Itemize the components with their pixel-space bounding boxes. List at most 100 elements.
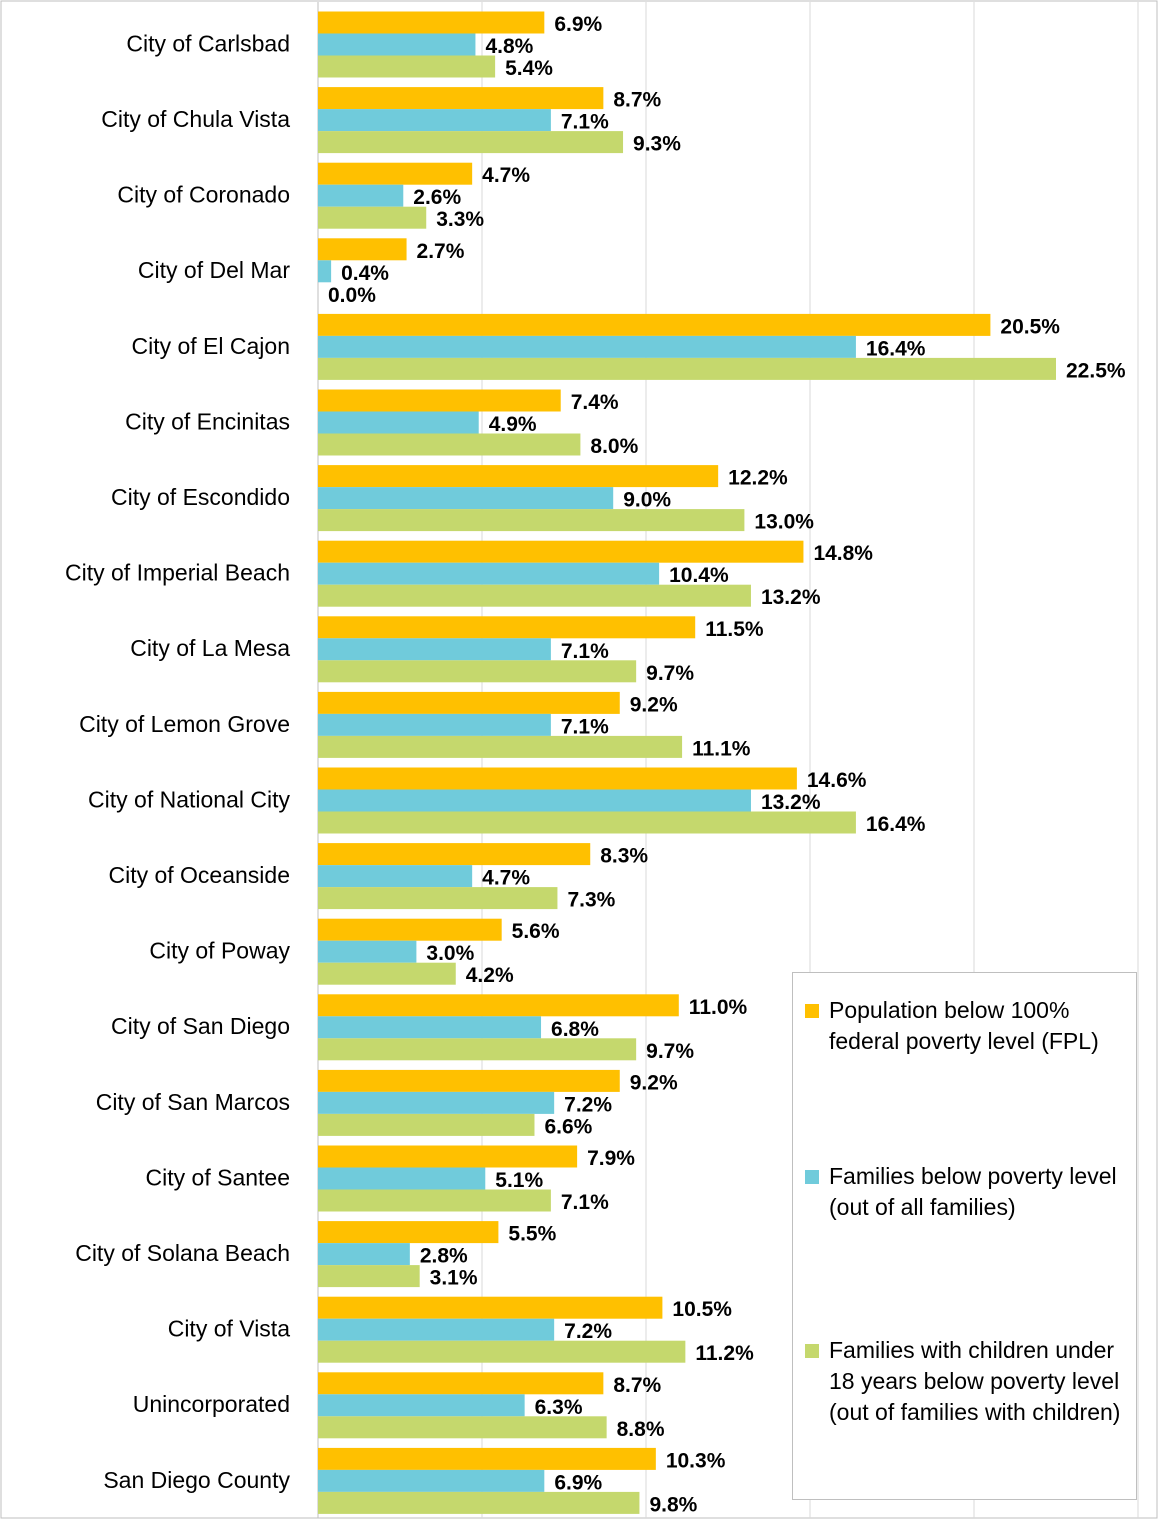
value-label: 7.3% — [567, 889, 615, 912]
bar — [318, 1372, 604, 1395]
legend: Population below 100% federal poverty le… — [792, 972, 1137, 1500]
bar — [318, 1016, 542, 1039]
bar — [318, 357, 1056, 380]
value-label: 13.0% — [754, 511, 814, 534]
value-label: 8.0% — [590, 435, 638, 458]
value-label: 2.8% — [420, 1245, 468, 1268]
bar — [318, 1318, 555, 1341]
bar — [318, 87, 604, 110]
value-label: 7.2% — [564, 1093, 612, 1116]
legend-item: Population below 100% federal poverty le… — [805, 995, 1130, 1057]
value-label: 5.5% — [508, 1223, 556, 1246]
bar — [318, 691, 620, 714]
value-label: 7.4% — [571, 391, 619, 414]
bar — [318, 131, 624, 154]
value-label: 2.6% — [413, 186, 461, 209]
category-label: Unincorporated — [133, 1391, 290, 1417]
value-label: 7.1% — [561, 715, 609, 738]
category-label: City of National City — [88, 786, 290, 812]
value-label: 8.8% — [617, 1418, 665, 1441]
bar — [318, 1189, 551, 1212]
category-label: City of Carlsbad — [126, 30, 290, 56]
value-label: 11.1% — [692, 737, 751, 760]
bar — [318, 433, 581, 456]
legend-swatch — [805, 1004, 819, 1018]
bar — [318, 843, 591, 866]
legend-label: Families with children under 18 years be… — [829, 1337, 1121, 1425]
bar — [318, 260, 332, 283]
value-label: 4.7% — [482, 867, 530, 890]
value-label: 5.1% — [495, 1169, 543, 1192]
value-label: 6.9% — [554, 1471, 602, 1494]
category-label: City of Escondido — [111, 484, 290, 510]
value-label: 3.1% — [430, 1267, 478, 1290]
category-label: City of La Mesa — [130, 635, 290, 661]
category-label: City of San Diego — [111, 1013, 290, 1039]
value-label: 11.0% — [689, 996, 748, 1019]
value-label: 7.9% — [587, 1147, 635, 1170]
bar — [318, 33, 476, 56]
value-label: 5.4% — [505, 57, 553, 80]
bar — [318, 1091, 555, 1114]
value-label: 7.2% — [564, 1320, 612, 1343]
bar — [318, 1394, 525, 1417]
bar — [318, 1491, 640, 1514]
bar — [318, 616, 696, 639]
bar — [318, 584, 751, 607]
value-label: 7.1% — [561, 640, 609, 663]
value-label: 0.0% — [328, 284, 376, 307]
value-label: 8.7% — [613, 1374, 661, 1397]
bar — [318, 1145, 578, 1168]
legend-swatch — [805, 1170, 819, 1184]
bar — [318, 11, 545, 34]
bar — [318, 109, 551, 132]
category-label: City of Solana Beach — [75, 1240, 290, 1266]
bar — [318, 789, 751, 812]
value-label: 2.7% — [417, 240, 465, 263]
bar — [318, 962, 456, 985]
bar — [318, 1469, 545, 1492]
bar — [318, 487, 614, 510]
value-label: 9.7% — [646, 662, 694, 685]
bar — [318, 1221, 499, 1244]
value-label: 9.2% — [630, 693, 678, 716]
value-label: 10.4% — [669, 564, 729, 587]
value-label: 8.3% — [600, 845, 648, 868]
bar — [318, 1296, 663, 1319]
value-label: 14.6% — [807, 769, 867, 792]
bar — [318, 865, 473, 888]
bar — [318, 735, 683, 758]
bar — [318, 1447, 656, 1470]
value-label: 7.1% — [561, 111, 609, 134]
bar — [318, 1167, 486, 1190]
bar — [318, 1340, 686, 1363]
value-label: 4.2% — [466, 964, 514, 987]
category-label: City of Coronado — [117, 182, 290, 208]
value-label: 4.8% — [485, 35, 533, 58]
bar — [318, 638, 551, 661]
bar — [318, 1265, 420, 1288]
category-label: City of Oceanside — [108, 862, 290, 888]
value-label: 11.5% — [705, 618, 764, 641]
value-label: 16.4% — [866, 813, 926, 836]
bar — [318, 713, 551, 736]
value-label: 6.3% — [535, 1396, 583, 1419]
bar — [318, 811, 856, 834]
value-label: 6.9% — [554, 13, 602, 36]
category-label: City of Santee — [146, 1164, 290, 1190]
value-label: 4.9% — [489, 413, 537, 436]
value-label: 6.8% — [551, 1018, 599, 1041]
value-label: 8.7% — [613, 89, 661, 112]
legend-label: Families below poverty level (out of all… — [829, 1163, 1117, 1220]
value-label: 9.8% — [649, 1493, 697, 1516]
value-label: 10.5% — [672, 1298, 732, 1321]
bar — [318, 562, 660, 585]
value-label: 9.3% — [633, 133, 681, 156]
bar — [318, 313, 991, 336]
bar — [318, 55, 496, 78]
bar — [318, 767, 797, 790]
category-label: City of Vista — [168, 1316, 290, 1342]
value-label: 3.3% — [436, 208, 484, 231]
bar — [318, 465, 719, 488]
